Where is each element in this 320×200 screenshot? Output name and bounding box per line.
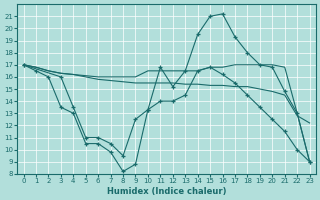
X-axis label: Humidex (Indice chaleur): Humidex (Indice chaleur) bbox=[107, 187, 226, 196]
